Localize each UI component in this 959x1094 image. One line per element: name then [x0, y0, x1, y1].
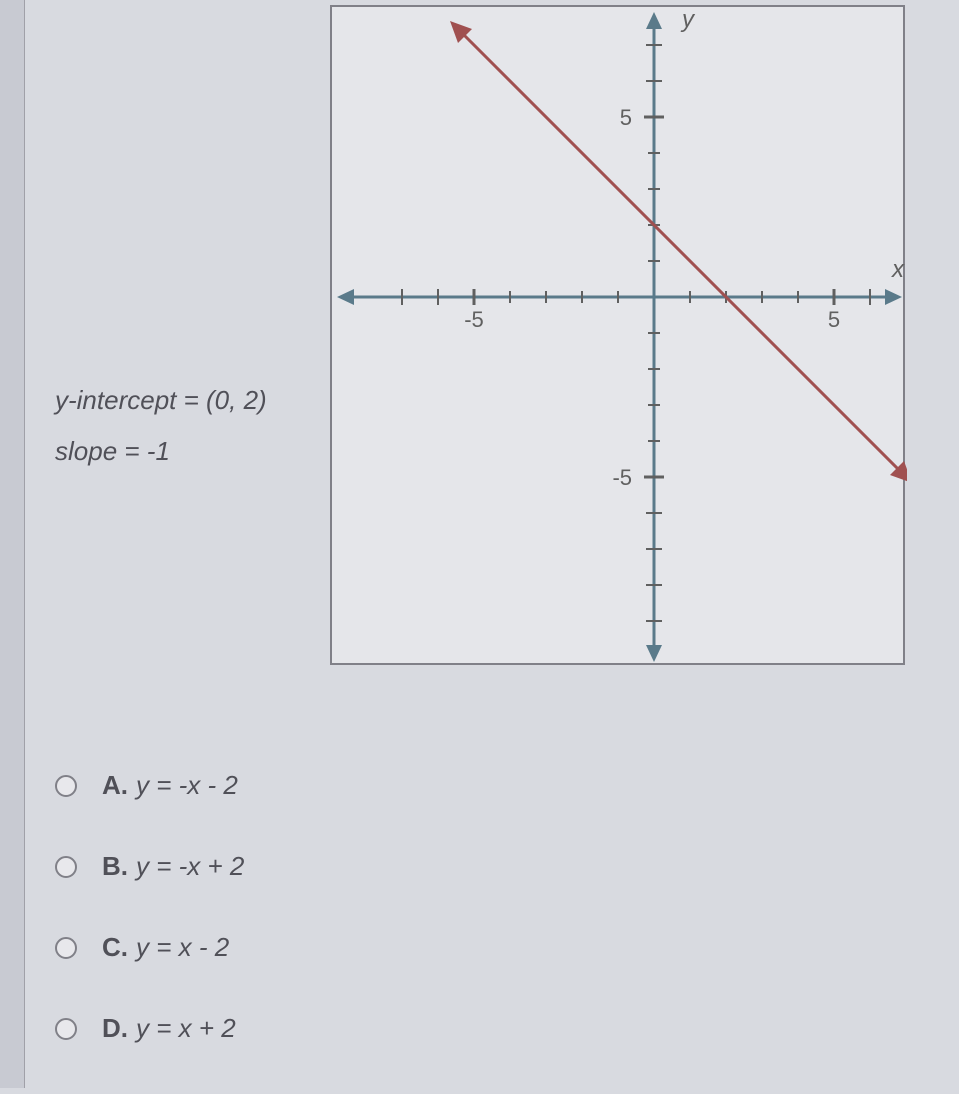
equation-info: y-intercept = (0, 2) slope = -1	[55, 385, 267, 487]
coordinate-graph: -5 5 5 -5 y x	[330, 5, 905, 665]
y-intercept-label: y-intercept = (0, 2)	[55, 385, 267, 416]
slope-label: slope = -1	[55, 436, 267, 467]
option-c[interactable]: C. y = x - 2	[55, 932, 244, 963]
option-b-label: B. y = -x + 2	[102, 851, 244, 882]
option-a-label: A. y = -x - 2	[102, 770, 238, 801]
option-d[interactable]: D. y = x + 2	[55, 1013, 244, 1044]
radio-icon[interactable]	[55, 775, 77, 797]
radio-icon[interactable]	[55, 1018, 77, 1040]
option-d-label: D. y = x + 2	[102, 1013, 236, 1044]
graph-svg: -5 5 5 -5 y x	[332, 7, 907, 667]
option-a[interactable]: A. y = -x - 2	[55, 770, 244, 801]
svg-text:x: x	[891, 256, 905, 283]
option-c-label: C. y = x - 2	[102, 932, 229, 963]
svg-text:-5: -5	[464, 307, 484, 332]
svg-text:y: y	[680, 7, 696, 33]
svg-text:5: 5	[828, 307, 840, 332]
svg-text:-5: -5	[612, 465, 632, 490]
left-sidebar	[0, 0, 25, 1088]
svg-text:5: 5	[620, 105, 632, 130]
radio-icon[interactable]	[55, 856, 77, 878]
radio-icon[interactable]	[55, 937, 77, 959]
answer-options: A. y = -x - 2 B. y = -x + 2 C. y = x - 2…	[55, 770, 244, 1094]
option-b[interactable]: B. y = -x + 2	[55, 851, 244, 882]
